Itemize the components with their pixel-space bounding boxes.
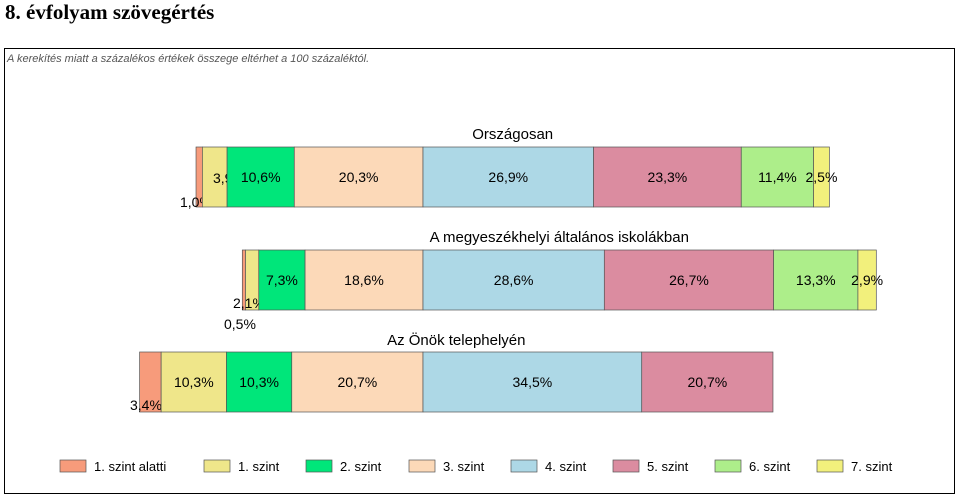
legend-label: 1. szint (238, 459, 280, 474)
legend-swatch (510, 459, 538, 473)
bar-segment (291, 351, 424, 413)
data-label: 20,7% (338, 374, 378, 390)
data-label: 2,9% (851, 272, 883, 288)
legend-swatch (408, 459, 436, 473)
legend-swatch (816, 459, 844, 473)
data-label: 28,6% (494, 272, 534, 288)
legend-swatch (612, 459, 640, 473)
data-label: 0,5% (224, 316, 256, 332)
data-label: 3,4% (130, 397, 162, 413)
legend-swatch (305, 459, 333, 473)
bar-segment (603, 249, 774, 311)
data-label: 26,7% (669, 272, 709, 288)
legend-swatch (714, 459, 742, 473)
data-label: 10,3% (239, 374, 279, 390)
data-label: 26,9% (488, 169, 528, 185)
rounding-note: A kerekítés miatt a százalékos értékek ö… (7, 53, 370, 65)
data-label: 34,5% (513, 374, 553, 390)
group-title: Az Önök telephelyén (387, 331, 525, 349)
bar-segment (258, 249, 306, 311)
bar-segment (422, 249, 605, 311)
bar-segment (293, 146, 424, 208)
legend-label: 4. szint (545, 459, 587, 474)
group-title: Országosan (472, 126, 553, 143)
bar-segment (202, 146, 228, 208)
bar-segment (160, 351, 227, 413)
bar-segment (813, 146, 830, 208)
legend-label: 2. szint (340, 459, 382, 474)
legend-label: 1. szint alatti (94, 459, 166, 474)
data-label: 18,6% (344, 272, 384, 288)
legend-label: 5. szint (647, 459, 689, 474)
data-label: 2,1% (233, 295, 265, 311)
data-label: 13,3% (796, 272, 836, 288)
page-title: 8. évfolyam szövegértés (5, 0, 215, 24)
legend-label: 7. szint (851, 459, 893, 474)
data-label: 11,4% (758, 169, 797, 185)
legend-label: 6. szint (749, 459, 791, 474)
bar-segment (422, 351, 643, 413)
bar-segment (593, 146, 742, 208)
data-label: 23,3% (648, 169, 688, 185)
legend-label: 3. szint (443, 459, 485, 474)
data-label: 2,5% (806, 169, 838, 185)
data-label: 7,3% (266, 272, 298, 288)
data-label: 20,7% (687, 374, 727, 390)
legend-swatch (203, 459, 231, 473)
data-label: 20,3% (339, 169, 379, 185)
bar-segment (641, 351, 774, 413)
data-label: 10,6% (241, 169, 281, 185)
bar-segment (304, 249, 424, 311)
bar-segment (857, 249, 877, 311)
data-label: 10,3% (174, 374, 214, 390)
legend-swatch (59, 459, 87, 473)
group-title: A megyeszékhelyi általános iskolákban (430, 229, 689, 246)
bar-segment (226, 351, 293, 413)
bar-segment (740, 146, 814, 208)
